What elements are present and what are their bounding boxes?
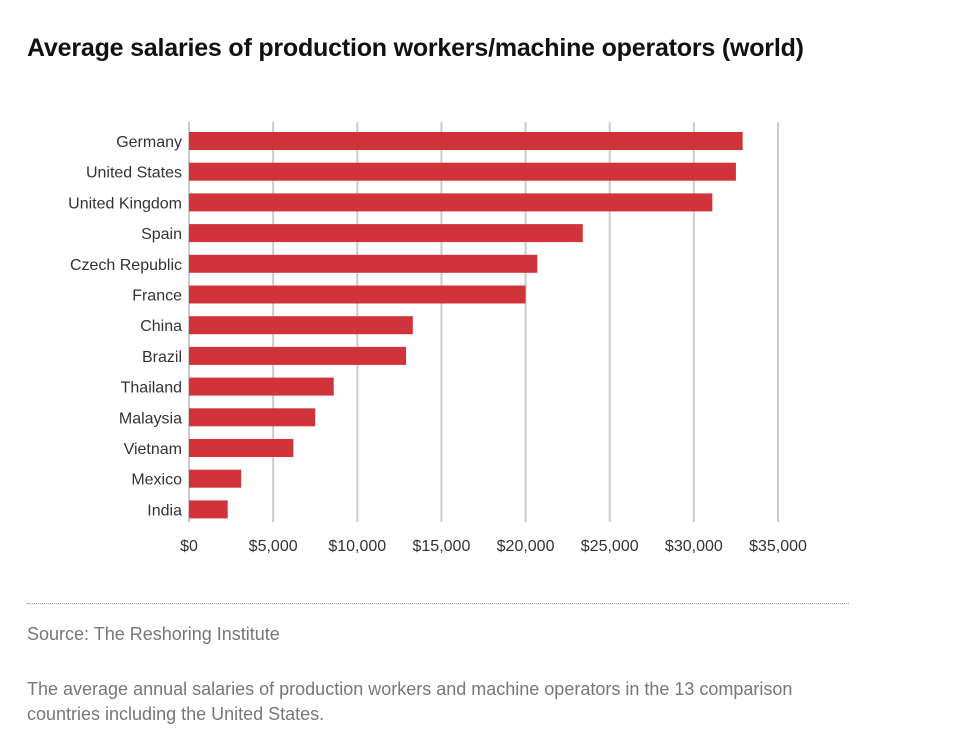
x-tick-label: $5,000 xyxy=(249,538,298,555)
bar xyxy=(189,224,583,243)
chart-title: Average salaries of production workers/m… xyxy=(27,34,804,62)
bar xyxy=(189,469,242,488)
source-note: Source: The Reshoring Institute xyxy=(27,624,280,644)
x-tick-label: $15,000 xyxy=(413,538,471,555)
bar xyxy=(189,408,316,427)
y-tick-label: France xyxy=(132,288,182,305)
y-tick-label: Spain xyxy=(141,226,182,243)
y-tick-label: Mexico xyxy=(131,472,182,489)
y-tick-label: Vietnam xyxy=(124,441,182,458)
y-tick-label: United Kingdom xyxy=(68,195,182,212)
y-tick-label: China xyxy=(140,318,182,335)
y-tick-label: Germany xyxy=(116,134,182,151)
bar xyxy=(189,193,713,212)
bar xyxy=(189,500,228,519)
y-tick-label: Thailand xyxy=(121,380,182,397)
x-tick-label: $35,000 xyxy=(749,538,807,555)
chart-caption: The average annual salaries of productio… xyxy=(27,679,793,724)
bar xyxy=(189,316,413,335)
y-tick-label: Malaysia xyxy=(119,410,182,427)
x-tick-label: $0 xyxy=(180,538,198,555)
x-tick-label: $10,000 xyxy=(328,538,386,555)
bar xyxy=(189,439,294,457)
bar xyxy=(189,346,407,365)
y-tick-label: India xyxy=(147,502,182,519)
bar xyxy=(189,162,736,181)
bar xyxy=(189,254,538,273)
bar xyxy=(189,377,334,396)
divider xyxy=(27,603,849,604)
x-tick-label: $20,000 xyxy=(497,538,555,555)
bar xyxy=(189,132,743,150)
y-tick-label: Brazil xyxy=(142,349,182,366)
x-tick-label: $30,000 xyxy=(665,538,723,555)
bar-chart: $0 $5,000 $10,000 $15,000 $20,000 $25,000 $30,… xyxy=(68,122,807,555)
y-tick-label: Czech Republic xyxy=(70,257,182,274)
x-tick-label: $25,000 xyxy=(581,538,639,555)
y-tick-label: United States xyxy=(86,165,182,182)
bar xyxy=(189,285,526,304)
